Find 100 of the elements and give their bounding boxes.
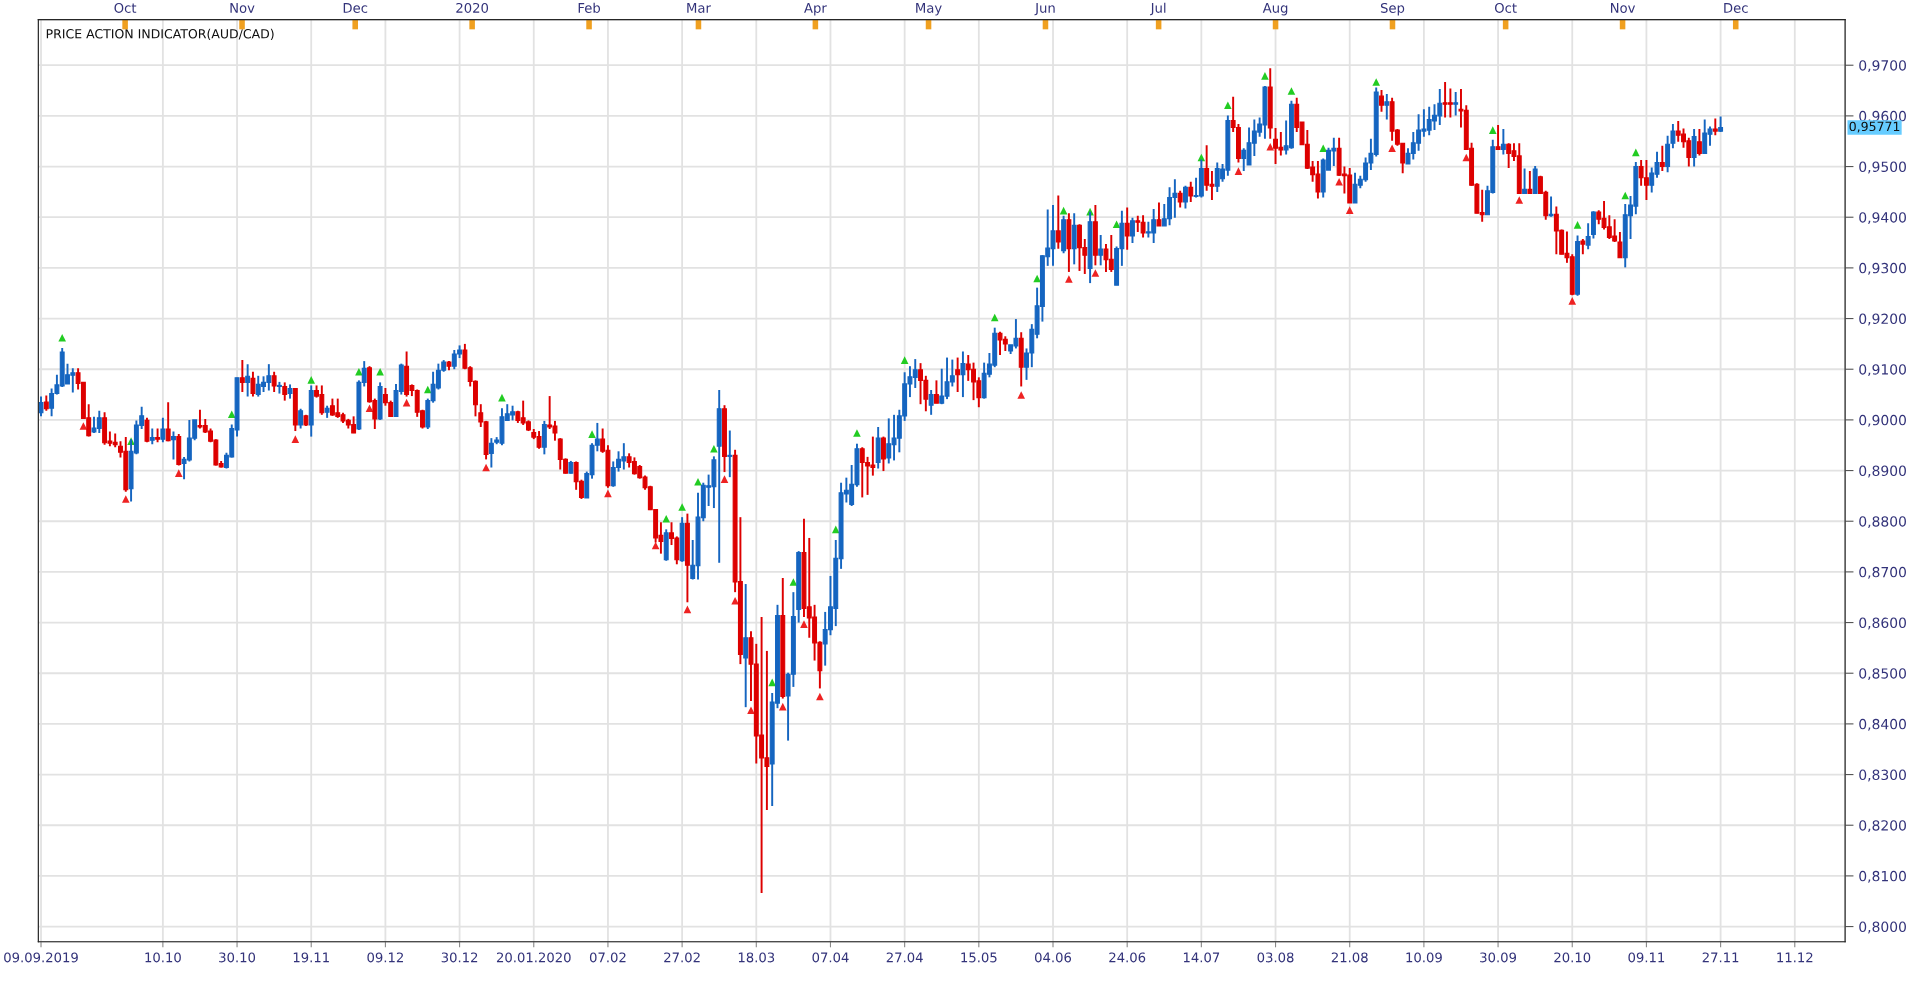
x2-tick-label: Mar [687, 3, 711, 13]
candlestick [1659, 144, 1665, 173]
x-tick-label: 27.02 [664, 952, 700, 963]
candlestick [160, 416, 166, 444]
point [355, 367, 363, 376]
point [1462, 153, 1471, 162]
point [307, 376, 316, 384]
point [1224, 101, 1232, 110]
y-tick-label: 0,8700 [1859, 566, 1906, 579]
candlestick [1379, 89, 1384, 113]
point [1266, 142, 1275, 151]
y-tick-label: 0,8800 [1859, 516, 1906, 529]
point [1515, 196, 1524, 204]
candlestick [1495, 124, 1501, 151]
point [1017, 391, 1026, 399]
x-tick-label: 21.08 [1331, 952, 1368, 963]
point [423, 385, 432, 394]
x2-tick-label: Sep [1380, 2, 1405, 16]
point [678, 503, 686, 511]
point [1112, 220, 1121, 229]
point [1335, 177, 1343, 186]
candlestick [1696, 128, 1702, 157]
point [1573, 221, 1582, 229]
candlestick [1522, 167, 1528, 195]
candlestick [880, 435, 886, 473]
point [1388, 144, 1396, 153]
point [1287, 87, 1296, 95]
x2-tick-label: Aug [1262, 3, 1288, 16]
point [1568, 297, 1577, 305]
x-tick-label: 30.12 [441, 952, 478, 963]
candlestick [271, 370, 277, 393]
point [376, 367, 384, 376]
x-tick-label: 10.09 [1406, 952, 1442, 963]
point [174, 469, 183, 477]
point [747, 706, 755, 715]
candlestick [727, 429, 733, 479]
point [778, 702, 787, 711]
x-tick-label: 27.04 [886, 952, 923, 963]
x2-tick-label: Oct [114, 2, 137, 13]
y-tick-label: 0,8300 [1859, 769, 1906, 782]
candlestick [541, 419, 547, 456]
x-tick-label: 07.02 [589, 952, 626, 963]
x2-tick-label: Jul [1149, 2, 1166, 16]
x-tick-label: 07.04 [812, 952, 849, 963]
candlestick [960, 350, 966, 399]
y-tick-label: 0,8400 [1859, 718, 1906, 731]
candlestick [743, 583, 749, 709]
candlestick [282, 381, 288, 402]
y-tick-label: 0,8500 [1859, 668, 1906, 681]
x-tick-label: 18.03 [738, 952, 775, 963]
point [121, 495, 130, 503]
point [79, 422, 88, 430]
point [816, 692, 824, 701]
candlestick [1188, 180, 1194, 203]
y-tick-label: 0,8200 [1859, 820, 1906, 833]
x-tick-label: 09.09.2019 [4, 952, 78, 963]
candlestick [1643, 159, 1649, 201]
candlestick [1665, 134, 1671, 174]
x2-tick-label: Nov [230, 3, 255, 13]
candlestick [1447, 87, 1453, 119]
x-tick-label: 24.06 [1109, 952, 1146, 963]
text: 0,95771 [1849, 121, 1900, 133]
candlestick [1130, 216, 1135, 245]
point [291, 435, 300, 443]
point [800, 620, 808, 628]
x2-tick-label: Nov [1610, 3, 1636, 13]
candlestick [144, 416, 150, 444]
point [720, 475, 729, 483]
x-tick-label: 19.11 [293, 952, 329, 963]
point [1621, 191, 1630, 200]
candlestick [49, 387, 55, 418]
x2-tick-label: Jun [1034, 3, 1055, 16]
text: PRICE ACTION INDICATOR(AUD/CAD) [46, 28, 274, 40]
candlestick [1055, 194, 1061, 250]
candlestick [1384, 93, 1390, 121]
x2-tick-label: Apr [804, 3, 827, 16]
candlestick [1548, 195, 1554, 218]
candlestick [918, 362, 924, 406]
point [1632, 148, 1640, 157]
x-tick-label: 20.10 [1554, 952, 1591, 963]
candlestick [1183, 184, 1188, 210]
x2-tick-label: Dec [343, 3, 368, 13]
point [604, 489, 612, 498]
y-tick-label: 0,9000 [1859, 414, 1906, 427]
point [365, 404, 374, 413]
y-tick-label: 0,9200 [1859, 313, 1906, 326]
point [789, 578, 798, 586]
candlestick [1527, 170, 1533, 195]
x-tick-label: 27.11 [1702, 952, 1739, 963]
point [1345, 206, 1354, 214]
point [1372, 78, 1381, 86]
y-tick-label: 0,9100 [1859, 364, 1906, 377]
point [662, 514, 671, 523]
candlestick [1124, 206, 1130, 251]
y-tick-label: 0,8600 [1859, 617, 1906, 630]
point [731, 596, 739, 605]
y-tick-label: 0,9700 [1859, 60, 1906, 73]
candlestick [1453, 91, 1459, 117]
candlestick [928, 389, 934, 416]
point [1261, 72, 1269, 80]
